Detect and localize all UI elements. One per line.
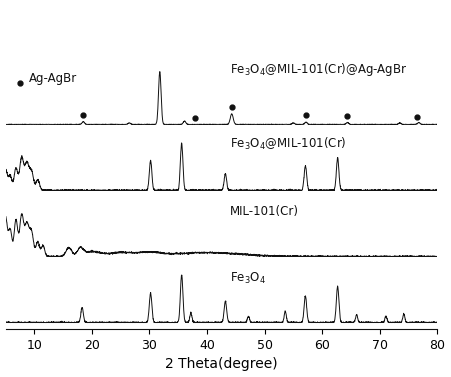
Text: $\mathregular{Fe_3O_4}$@MIL-101(Cr): $\mathregular{Fe_3O_4}$@MIL-101(Cr) [230,136,345,152]
Text: $\mathregular{Fe_3O_4}$: $\mathregular{Fe_3O_4}$ [230,271,265,286]
Text: MIL-101(Cr): MIL-101(Cr) [230,205,299,218]
Text: $\mathregular{Fe_3O_4}$@MIL-101(Cr)@Ag-AgBr: $\mathregular{Fe_3O_4}$@MIL-101(Cr)@Ag-A… [230,61,406,78]
Text: Ag-AgBr: Ag-AgBr [28,72,77,86]
X-axis label: 2 Theta(degree): 2 Theta(degree) [165,357,277,371]
